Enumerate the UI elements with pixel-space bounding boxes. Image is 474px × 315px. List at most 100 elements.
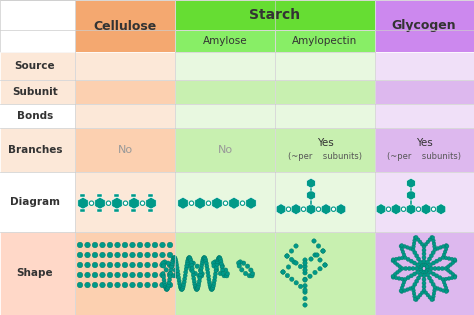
Circle shape <box>164 287 169 291</box>
Circle shape <box>404 266 408 271</box>
Circle shape <box>303 290 307 294</box>
Circle shape <box>396 263 399 266</box>
FancyBboxPatch shape <box>0 232 75 315</box>
Polygon shape <box>406 204 416 215</box>
Text: Amylopectin: Amylopectin <box>292 36 357 46</box>
Circle shape <box>191 261 195 265</box>
Circle shape <box>401 283 405 287</box>
Polygon shape <box>307 178 315 188</box>
Circle shape <box>430 298 434 301</box>
Circle shape <box>174 274 179 278</box>
Circle shape <box>426 266 429 271</box>
FancyBboxPatch shape <box>275 30 375 52</box>
Circle shape <box>160 252 165 258</box>
Circle shape <box>200 263 204 267</box>
Circle shape <box>303 268 307 272</box>
FancyBboxPatch shape <box>175 128 275 172</box>
Circle shape <box>202 256 206 260</box>
Circle shape <box>303 261 307 265</box>
FancyBboxPatch shape <box>0 80 75 104</box>
Circle shape <box>431 282 435 286</box>
Circle shape <box>201 261 204 264</box>
FancyBboxPatch shape <box>175 80 275 104</box>
FancyBboxPatch shape <box>0 104 75 128</box>
Circle shape <box>206 274 210 278</box>
Circle shape <box>171 259 174 263</box>
Circle shape <box>431 298 435 301</box>
Circle shape <box>442 253 446 256</box>
Polygon shape <box>95 197 105 209</box>
Circle shape <box>442 289 445 292</box>
Circle shape <box>167 282 173 288</box>
Circle shape <box>419 293 422 297</box>
Circle shape <box>428 257 431 261</box>
Circle shape <box>453 259 457 263</box>
Circle shape <box>432 292 436 295</box>
Circle shape <box>100 272 105 278</box>
Circle shape <box>182 280 186 284</box>
Circle shape <box>85 282 91 288</box>
Circle shape <box>192 279 196 284</box>
Circle shape <box>140 201 145 205</box>
Circle shape <box>193 271 197 276</box>
Circle shape <box>433 248 437 251</box>
Text: Diagram: Diagram <box>10 197 60 207</box>
Circle shape <box>429 254 433 258</box>
Circle shape <box>197 273 201 278</box>
Circle shape <box>107 252 113 258</box>
Circle shape <box>165 287 170 291</box>
Circle shape <box>115 272 120 278</box>
Circle shape <box>432 295 435 298</box>
Circle shape <box>152 282 158 288</box>
Circle shape <box>413 282 417 286</box>
Circle shape <box>400 256 404 260</box>
Circle shape <box>198 268 203 272</box>
Circle shape <box>313 270 317 275</box>
Circle shape <box>446 289 449 293</box>
Circle shape <box>422 252 426 256</box>
Text: Branches: Branches <box>8 145 62 155</box>
Circle shape <box>413 239 416 242</box>
FancyBboxPatch shape <box>310 187 312 191</box>
Circle shape <box>303 271 307 275</box>
Text: Glycogen: Glycogen <box>392 20 456 32</box>
Circle shape <box>303 264 307 269</box>
Circle shape <box>419 260 422 264</box>
Circle shape <box>223 268 228 272</box>
Circle shape <box>183 274 187 278</box>
Polygon shape <box>78 197 88 209</box>
Circle shape <box>189 201 194 205</box>
Circle shape <box>444 277 448 281</box>
FancyBboxPatch shape <box>375 232 474 315</box>
Circle shape <box>403 278 407 282</box>
Circle shape <box>411 286 415 289</box>
Circle shape <box>217 255 221 260</box>
Circle shape <box>89 201 94 205</box>
Circle shape <box>294 281 299 285</box>
Circle shape <box>188 257 192 261</box>
Text: Subunit: Subunit <box>12 87 58 97</box>
FancyBboxPatch shape <box>75 0 175 52</box>
Circle shape <box>206 201 211 205</box>
Circle shape <box>445 243 448 247</box>
FancyBboxPatch shape <box>375 80 474 104</box>
FancyBboxPatch shape <box>375 0 474 52</box>
Circle shape <box>92 252 98 258</box>
Circle shape <box>422 281 426 285</box>
Circle shape <box>420 263 424 267</box>
Circle shape <box>122 252 128 258</box>
Circle shape <box>182 277 187 281</box>
FancyBboxPatch shape <box>131 209 137 212</box>
Text: No: No <box>218 145 233 155</box>
Circle shape <box>422 274 426 278</box>
Circle shape <box>214 265 219 269</box>
Circle shape <box>400 290 403 294</box>
Circle shape <box>303 303 307 307</box>
Text: Starch: Starch <box>249 8 301 22</box>
Circle shape <box>433 245 436 248</box>
Circle shape <box>145 262 150 268</box>
Circle shape <box>166 261 170 265</box>
Circle shape <box>241 261 246 265</box>
Circle shape <box>202 255 206 260</box>
Circle shape <box>216 260 219 264</box>
